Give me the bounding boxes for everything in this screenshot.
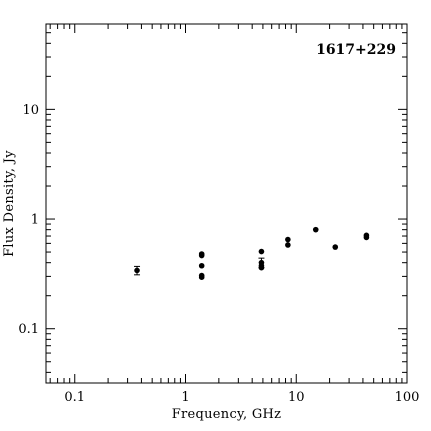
data-point	[285, 236, 291, 243]
x-tick-label: 1	[181, 390, 189, 405]
data-point	[363, 234, 370, 241]
data-point	[198, 274, 205, 280]
axis-ticks	[46, 23, 408, 383]
plot-frame	[45, 23, 408, 384]
data-point	[312, 226, 319, 233]
data-point	[258, 264, 265, 271]
x-tick-label: 100	[395, 390, 420, 405]
y-tick-label: 10	[22, 103, 39, 118]
data-point	[258, 248, 265, 255]
data-point	[285, 242, 291, 248]
x-axis-title: Frequency, GHz	[172, 407, 282, 422]
y-tick-label: 1	[31, 213, 39, 228]
source-annotation: 1617+229	[316, 42, 396, 58]
y-axis-title: Flux Density, Jy	[2, 150, 17, 257]
data-points	[134, 226, 370, 280]
y-tick-label: 0.1	[18, 322, 39, 337]
axis-tick-labels: 0.1 1 10 100 0.1 1 10	[18, 103, 419, 405]
x-tick-label: 10	[288, 390, 305, 405]
x-tick-label: 0.1	[64, 390, 85, 405]
data-point	[134, 267, 140, 274]
data-point	[198, 252, 205, 259]
data-point	[332, 244, 339, 250]
data-point	[198, 262, 205, 269]
